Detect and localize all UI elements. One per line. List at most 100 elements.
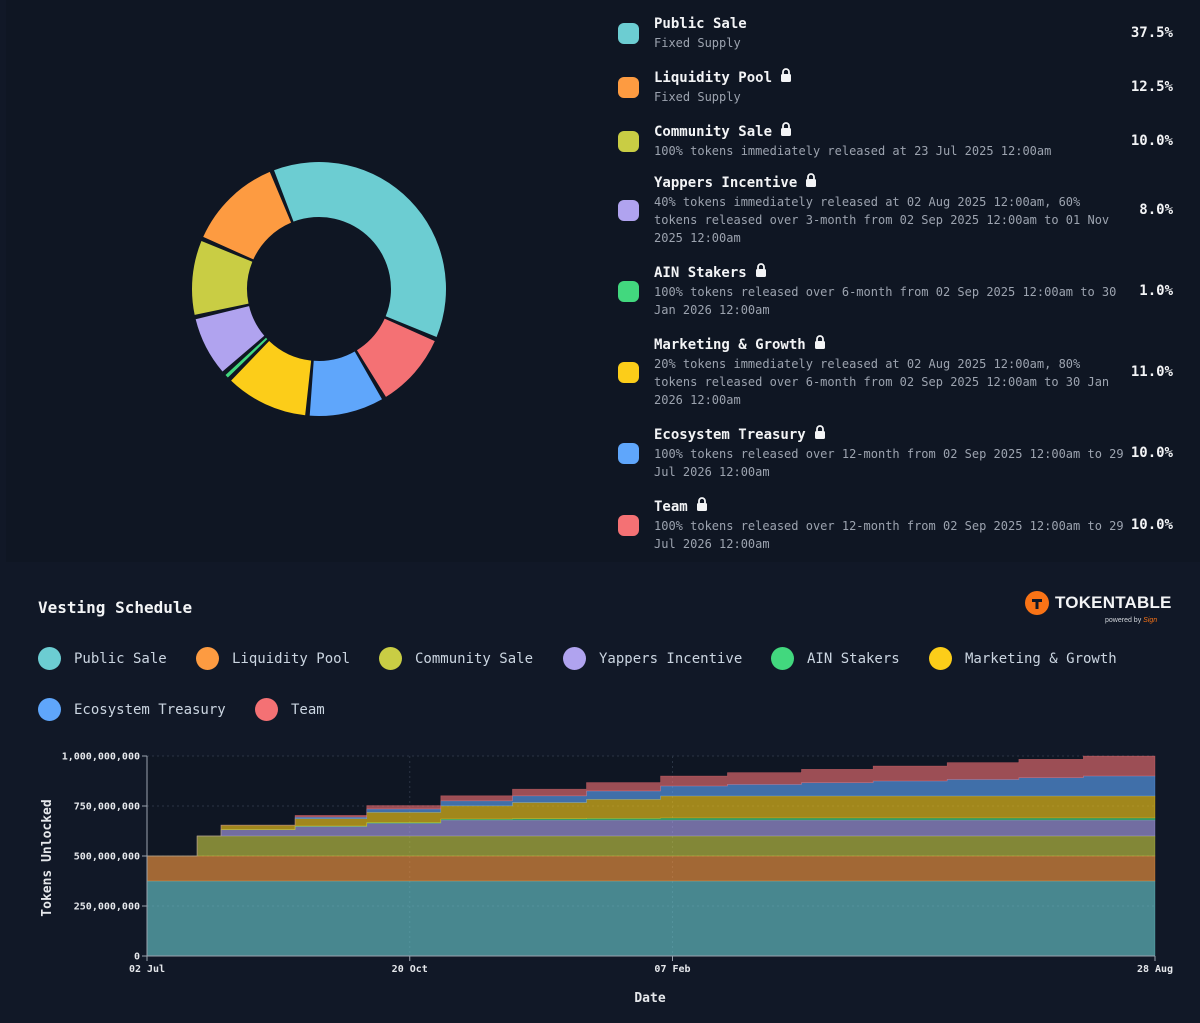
lock-icon [696,497,708,516]
legend-swatch [38,647,61,670]
area-series-public-sale[interactable] [146,880,1156,957]
tokentable-brand[interactable]: TOKENTABLE powered by Sign [1025,590,1175,630]
color-swatch [618,514,639,536]
allocation-percent: 1.0% [1139,283,1173,299]
lock-icon [755,263,767,282]
y-tick-label: 1,000,000,000 [62,752,140,763]
legend-label: Public Sale [74,650,167,667]
y-tick-label: 500,000,000 [74,852,140,863]
donut-slice-ain-stakers[interactable] [225,337,268,378]
legend-swatch [929,647,952,670]
allocation-percent: 37.5% [1130,25,1173,41]
legend-item-community-sale[interactable]: Community Sale [379,647,533,670]
allocation-description: Fixed Supply [654,35,741,50]
allocation-description: 20% tokens immediately released at 02 Au… [654,357,1110,407]
allocation-item-yappers-incentive[interactable]: Yappers Incentive 40% tokens immediately… [618,173,1178,246]
allocation-name: Yappers Incentive [654,174,798,191]
lock-icon [814,425,826,444]
allocation-item-team[interactable]: Team 100% tokens released over 12-month … [618,497,1178,552]
donut-slice-team[interactable] [356,318,435,397]
allocation-donut-chart [191,161,447,416]
legend-item-marketing-growth[interactable]: Marketing & Growth [929,647,1117,670]
legend-swatch [771,647,794,670]
x-axis-label: Date [634,991,665,1006]
x-tick-label: 02 Jul [129,964,165,975]
allocation-name: Liquidity Pool [654,69,773,86]
vesting-schedule-title: Vesting Schedule [38,598,193,617]
x-tick-label: 20 Oct [392,964,428,975]
allocation-item-community-sale[interactable]: Community Sale 100% tokens immediately r… [618,122,1178,158]
lock-icon [780,122,792,141]
legend-item-public-sale[interactable]: Public Sale [38,647,167,670]
y-axis-label: Tokens Unlocked [40,799,55,916]
color-swatch [618,76,639,98]
area-series-community-sale[interactable] [147,835,1156,857]
donut-slice-ecosystem-treasury[interactable] [309,351,383,416]
allocation-percent: 10.0% [1130,517,1173,533]
allocation-description: 100% tokens immediately released at 23 J… [654,144,1052,158]
allocation-description: 40% tokens immediately released at 02 Au… [654,195,1110,245]
allocation-item-liquidity-pool[interactable]: Liquidity Pool Fixed Supply 12.5% [618,68,1178,104]
donut-slice-public-sale[interactable] [274,161,447,337]
allocation-percent: 8.0% [1139,202,1173,218]
legend-swatch [38,698,61,721]
allocation-name: Ecosystem Treasury [654,426,806,443]
y-tick-label: 250,000,000 [74,902,140,913]
allocation-percent: 11.0% [1130,364,1173,380]
y-tick-label: 750,000,000 [74,802,140,813]
legend-label: AIN Stakers [807,650,900,667]
legend-label: Team [291,701,325,718]
area-series-liquidity-pool[interactable] [146,855,1156,882]
allocation-item-public-sale[interactable]: Public Sale Fixed Supply 37.5% [618,16,1178,50]
donut-slice-yappers-incentive[interactable] [195,306,265,372]
legend-item-ecosystem-treasury[interactable]: Ecosystem Treasury [38,698,226,721]
donut-slice-community-sale[interactable] [191,241,253,315]
x-tick-label: 07 Feb [654,964,690,975]
allocation-percent: 12.5% [1130,79,1173,95]
legend-swatch [255,698,278,721]
legend-item-team[interactable]: Team [255,698,325,721]
area-series-team[interactable] [147,755,1156,857]
lock-icon [805,173,817,192]
lock-icon [780,68,792,87]
legend-swatch [563,647,586,670]
color-swatch [618,130,639,152]
vesting-schedule-chart: 0 250,000,000 500,000,000 750,000,000 1,000,… [40,752,1173,1007]
tokentable-logo-icon [1025,591,1049,615]
allocation-description: Fixed Supply [654,90,741,104]
allocation-name: Marketing & Growth [654,336,806,353]
legend-item-ain-stakers[interactable]: AIN Stakers [771,647,900,670]
brand-powered-by: powered by Sign [1105,617,1158,624]
allocation-item-ain-stakers[interactable]: AIN Stakers 100% tokens released over 6-… [618,263,1178,318]
allocation-description: 100% tokens released over 12-month from … [654,519,1124,551]
allocation-name: Community Sale [654,123,773,140]
legend-swatch [196,647,219,670]
x-tick-label: 28 Aug [1137,964,1173,975]
allocation-percent: 10.0% [1130,133,1173,149]
allocation-panel [6,0,1200,562]
allocation-item-marketing-growth[interactable]: Marketing & Growth 20% tokens immediatel… [618,335,1178,408]
color-swatch [618,361,639,383]
color-swatch [618,280,639,302]
donut-slice-marketing-growth[interactable] [231,340,312,416]
color-swatch [618,199,639,221]
brand-name: TOKENTABLE [1055,593,1172,612]
allocation-percent: 10.0% [1130,445,1173,461]
legend-swatch [379,647,402,670]
lock-icon [814,335,826,354]
donut-slice-liquidity-pool[interactable] [203,171,292,260]
legend-label: Ecosystem Treasury [74,701,226,718]
color-swatch [618,442,639,464]
legend-item-liquidity-pool[interactable]: Liquidity Pool [196,647,350,670]
allocation-item-ecosystem-treasury[interactable]: Ecosystem Treasury 100% tokens released … [618,425,1178,480]
legend-label: Liquidity Pool [232,650,351,667]
legend-label: Yappers Incentive [599,650,743,667]
color-swatch [618,22,639,44]
y-tick-label: 0 [134,952,140,963]
allocation-name: Public Sale [654,15,747,32]
legend-item-yappers-incentive[interactable]: Yappers Incentive [563,647,742,670]
legend-label: Community Sale [415,650,534,667]
legend-label: Marketing & Growth [965,650,1117,667]
allocation-description: 100% tokens released over 12-month from … [654,447,1124,479]
allocation-name: AIN Stakers [654,264,747,281]
